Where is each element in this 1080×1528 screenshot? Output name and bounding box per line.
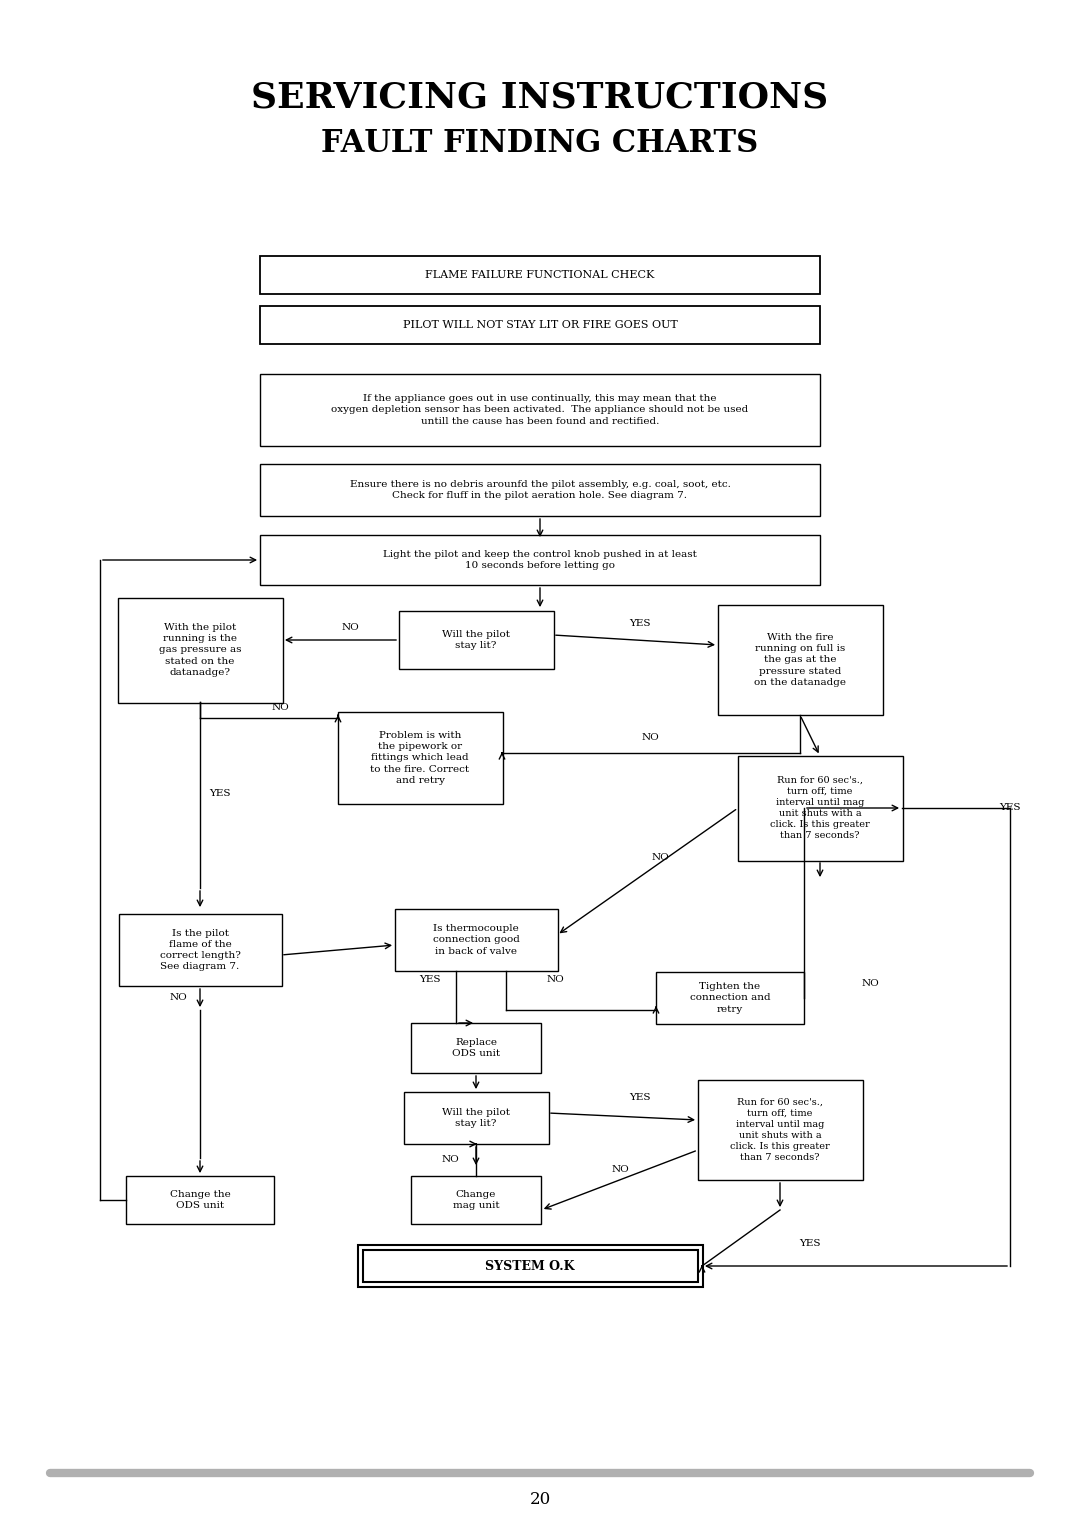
- Text: NO: NO: [546, 975, 564, 984]
- Text: YES: YES: [419, 975, 441, 984]
- Bar: [394, 909, 557, 970]
- Text: YES: YES: [210, 788, 231, 798]
- Text: Run for 60 sec's.,
turn off, time
interval until mag
unit shuts with a
click. Is: Run for 60 sec's., turn off, time interv…: [730, 1097, 829, 1163]
- Bar: [738, 755, 903, 860]
- Text: Will the pilot
stay lit?: Will the pilot stay lit?: [442, 1108, 510, 1128]
- Text: Ensure there is no debris arounfd the pilot assembly, e.g. coal, soot, etc.
Chec: Ensure there is no debris arounfd the pi…: [350, 480, 730, 500]
- Bar: [411, 1024, 541, 1073]
- Text: SYSTEM O.K: SYSTEM O.K: [485, 1259, 575, 1273]
- Text: Light the pilot and keep the control knob pushed in at least
10 seconds before l: Light the pilot and keep the control kno…: [383, 550, 697, 570]
- Bar: [717, 605, 882, 715]
- Text: Is the pilot
flame of the
correct length?
See diagram 7.: Is the pilot flame of the correct length…: [160, 929, 241, 972]
- Text: Change the
ODS unit: Change the ODS unit: [170, 1190, 230, 1210]
- Text: FAULT FINDING CHARTS: FAULT FINDING CHARTS: [322, 127, 758, 159]
- Text: NO: NO: [271, 703, 288, 712]
- Bar: [363, 1250, 698, 1282]
- Text: Tighten the
connection and
retry: Tighten the connection and retry: [690, 983, 770, 1013]
- Text: NO: NO: [170, 993, 187, 1002]
- Bar: [126, 1177, 274, 1224]
- Bar: [337, 712, 502, 804]
- Bar: [399, 611, 554, 669]
- Bar: [118, 597, 283, 703]
- Bar: [656, 972, 804, 1024]
- Text: Run for 60 sec's.,
turn off, time
interval until mag
unit shuts with a
click. Is: Run for 60 sec's., turn off, time interv…: [770, 776, 869, 840]
- Text: YES: YES: [799, 1239, 821, 1247]
- Text: SERVICING INSTRUCTIONS: SERVICING INSTRUCTIONS: [252, 81, 828, 115]
- Bar: [357, 1245, 702, 1287]
- Text: NO: NO: [341, 623, 359, 633]
- Text: PILOT WILL NOT STAY LIT OR FIRE GOES OUT: PILOT WILL NOT STAY LIT OR FIRE GOES OUT: [403, 319, 677, 330]
- Text: NO: NO: [861, 978, 879, 987]
- Text: YES: YES: [999, 804, 1021, 813]
- Text: YES: YES: [630, 1094, 651, 1103]
- Text: If the appliance goes out in use continually, this may mean that the
oxygen depl: If the appliance goes out in use continu…: [332, 394, 748, 426]
- Text: NO: NO: [651, 854, 669, 862]
- Text: NO: NO: [441, 1155, 459, 1164]
- Bar: [260, 374, 820, 446]
- Text: Replace
ODS unit: Replace ODS unit: [451, 1038, 500, 1057]
- Bar: [260, 306, 820, 344]
- Bar: [260, 257, 820, 293]
- Text: NO: NO: [611, 1166, 629, 1175]
- Text: FLAME FAILURE FUNCTIONAL CHECK: FLAME FAILURE FUNCTIONAL CHECK: [426, 270, 654, 280]
- Bar: [260, 535, 820, 585]
- Text: Change
mag unit: Change mag unit: [453, 1190, 499, 1210]
- Text: YES: YES: [630, 619, 651, 628]
- Text: 20: 20: [529, 1491, 551, 1508]
- Bar: [404, 1093, 549, 1144]
- Text: NO: NO: [642, 733, 659, 743]
- Text: Will the pilot
stay lit?: Will the pilot stay lit?: [442, 630, 510, 649]
- Bar: [119, 914, 282, 986]
- Bar: [698, 1080, 863, 1180]
- Text: With the fire
running on full is
the gas at the
pressure stated
on the datanadge: With the fire running on full is the gas…: [754, 633, 846, 686]
- Bar: [411, 1177, 541, 1224]
- Text: SYSTEM O.K: SYSTEM O.K: [485, 1259, 575, 1273]
- Text: With the pilot
running is the
gas pressure as
stated on the
datanadge?: With the pilot running is the gas pressu…: [159, 623, 241, 677]
- Text: Problem is with
the pipework or
fittings which lead
to the fire. Correct
and ret: Problem is with the pipework or fittings…: [370, 732, 470, 785]
- Bar: [260, 465, 820, 516]
- Text: Is thermocouple
connection good
in back of valve: Is thermocouple connection good in back …: [433, 924, 519, 955]
